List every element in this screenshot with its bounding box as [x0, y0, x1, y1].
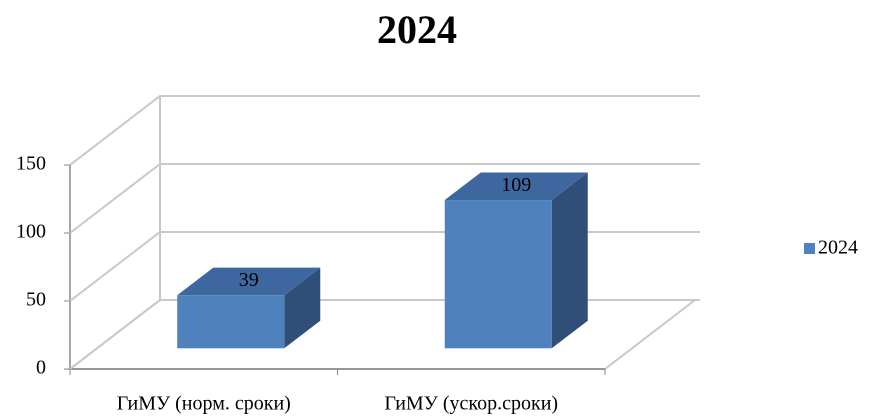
legend-swatch	[804, 243, 815, 254]
y-tick-label: 0	[36, 357, 46, 379]
grid-line	[69, 95, 700, 166]
bar	[177, 295, 285, 349]
bar	[444, 200, 552, 349]
y-tick-label: 50	[26, 289, 46, 311]
grid-line	[69, 299, 700, 370]
bar-side	[551, 172, 588, 349]
grid-line	[69, 163, 700, 234]
y-tick-label: 100	[16, 221, 46, 243]
x-tick-label: ГиМУ (ускор.сроки)	[384, 393, 558, 414]
grid-line	[69, 231, 700, 302]
y-tick-label: 150	[16, 153, 46, 175]
floor	[67, 299, 698, 370]
legend-label: 2024	[818, 237, 858, 259]
data-label: 39	[239, 269, 259, 291]
data-label: 109	[501, 174, 531, 196]
x-tick-label: ГиМУ (норм. сроки)	[117, 393, 291, 414]
bar-top	[177, 267, 321, 296]
bar-side	[284, 267, 321, 349]
bar-top	[444, 172, 588, 201]
chart-title: 2024	[377, 7, 457, 52]
